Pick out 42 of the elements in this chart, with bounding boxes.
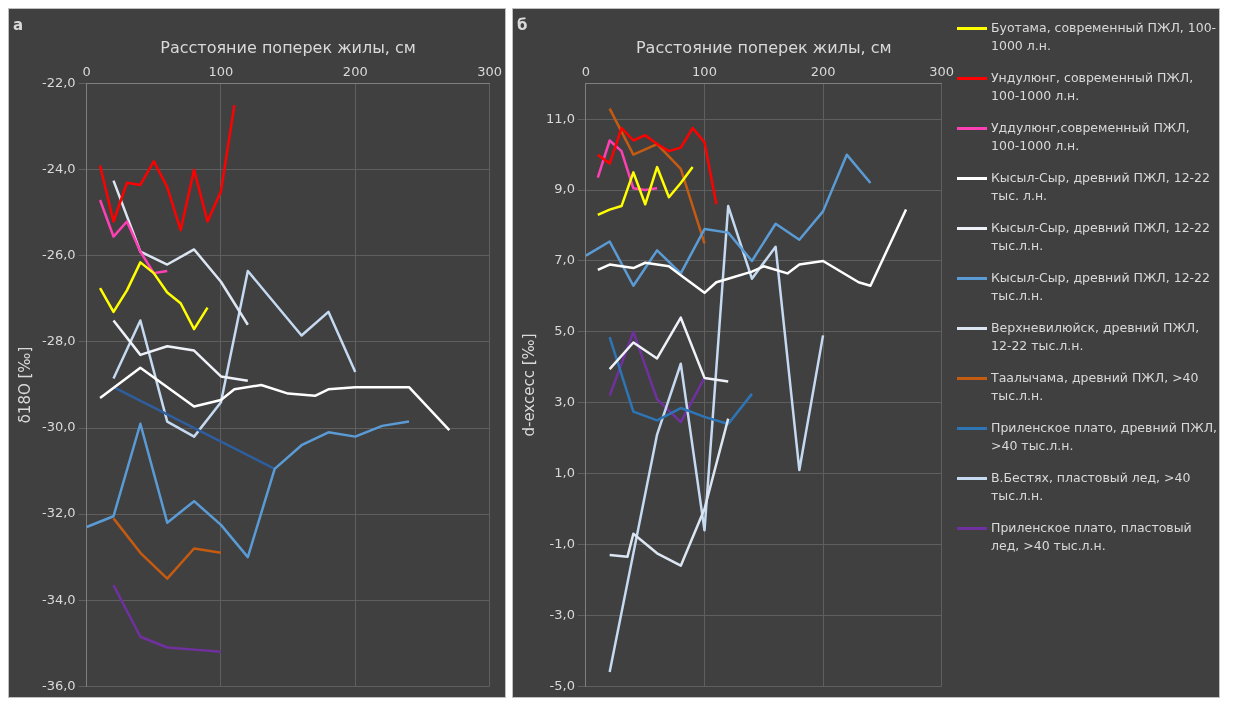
x-tick-label: 0: [581, 64, 591, 80]
legend-label: Кысыл-Сыр, древний ПЖЛ, 12-22 тыс.л.н.: [991, 269, 1212, 305]
y-tick-label: 5,0: [554, 323, 575, 339]
x-tick-label: 0: [82, 64, 91, 80]
x-axis-title: Расстояние поперек жилы, см: [160, 37, 416, 57]
legend-label: Приленское плато, пластовый лед, >40 тыс.л.н.: [991, 519, 1193, 555]
y-tick-label: -22,0: [42, 75, 76, 91]
y-tick-label: 1,0: [554, 464, 575, 480]
y-tick-label: -3,0: [549, 606, 575, 622]
x-tick-label: 300: [477, 64, 503, 80]
legend-label: В.Бестях, пластовый лед, >40 тыс.л.н.: [991, 469, 1192, 505]
legend-label: Уддулюнг,современный ПЖЛ, 100-1000 л.н.: [991, 119, 1191, 155]
legend-label: Ундулюнг, современный ПЖЛ, 100-1000 л.н.: [991, 69, 1195, 105]
y-axis-title: d-excecc [‰]: [519, 333, 538, 437]
y-tick-label: -36,0: [42, 677, 76, 693]
y-tick-label: -26,0: [42, 247, 76, 263]
x-tick-label: 300: [929, 64, 955, 80]
y-tick-label: -1,0: [549, 535, 575, 551]
y-tick-label: 9,0: [554, 181, 575, 197]
y-tick-label: 3,0: [554, 394, 575, 410]
chart-title: б: [517, 15, 528, 34]
x-tick-label: 100: [208, 64, 234, 80]
x-axis-title: Расстояние поперек жилы, см: [635, 37, 892, 57]
y-tick-label: 11,0: [545, 110, 575, 126]
legend-label: Таалычама, древний ПЖЛ, >40 тыс.л.н.: [991, 369, 1200, 405]
y-tick-label: -34,0: [42, 591, 76, 607]
y-tick-label: 7,0: [554, 252, 575, 268]
chart-title: а: [13, 15, 24, 34]
y-tick-label: -32,0: [42, 505, 76, 521]
legend-label: Буотама, современный ПЖЛ, 100-1000 л.н.: [991, 19, 1218, 55]
legend-label: Кысыл-Сыр, древний ПЖЛ, 12-22 тыс. л.н.: [991, 169, 1212, 205]
y-axis-title: δ18O [‰]: [15, 346, 34, 424]
legend-label: Приленское плато, древний ПЖЛ, >40 тыс.л.н.: [991, 419, 1218, 455]
x-tick-label: 200: [342, 64, 368, 80]
y-tick-label: -30,0: [42, 419, 76, 435]
legend-label: Кысыл-Сыр, древний ПЖЛ, 12-22 тыс.л.н.: [991, 219, 1212, 255]
x-tick-label: 100: [692, 64, 717, 80]
y-tick-label: -5,0: [549, 677, 575, 693]
legend-label: Верхневилюйск, древний ПЖЛ, 12-22 тыс.л.н.: [991, 319, 1201, 355]
x-tick-label: 200: [810, 64, 836, 80]
y-tick-label: -24,0: [42, 161, 76, 177]
y-tick-label: -28,0: [42, 333, 76, 349]
